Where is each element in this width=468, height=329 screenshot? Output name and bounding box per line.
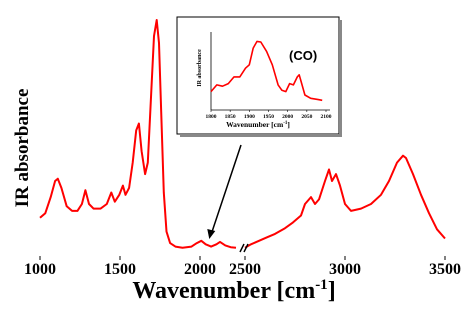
annotation-arrow (207, 144, 242, 239)
inset-plot: IR absorbance Wavenumber [cm-1] (CO) 180… (176, 16, 342, 137)
inset-x-tick-label: 2050 (301, 114, 312, 120)
inset-x-axis-title-superscript: -1 (283, 121, 288, 126)
inset-x-tick-label: 2100 (321, 114, 332, 120)
x-tick-label: 3000 (329, 261, 361, 278)
x-axis-title-close: ] (328, 278, 336, 304)
spectrum-line-segment-1 (39, 19, 237, 249)
inset-x-tick-label: 2000 (282, 114, 293, 120)
x-axis-title: Wavenumber [cm-1] (132, 277, 335, 304)
inset-shadow (339, 20, 342, 137)
inset-frame (176, 16, 340, 135)
x-axis-title-superscript: -1 (315, 277, 328, 293)
inset-x-axis-title-close: ] (287, 120, 290, 129)
inset-x-tick-label: 1850 (225, 114, 236, 120)
x-tick-label: 2500 (229, 261, 261, 278)
x-tick-label: 2000 (184, 261, 216, 278)
main-plot-area: 1000 1500 2000 2500 3000 3500 (24, 19, 461, 278)
spectrum-line-segment-2 (244, 154, 446, 249)
y-axis-title: IR absorbance (12, 89, 33, 208)
inset-shadow-bottom (180, 134, 342, 137)
inset-x-tick-label: 1800 (206, 114, 217, 120)
inset-co-annotation: (CO) (289, 48, 317, 63)
arrow-head (207, 229, 216, 239)
inset-x-tick-label: 1900 (244, 114, 255, 120)
axis-break-mark (239, 243, 245, 253)
x-tick-label: 1500 (104, 261, 136, 278)
inset-x-axis-title-main: Wavenumber [cm (226, 120, 284, 129)
x-tick-label: 3500 (429, 261, 461, 278)
inset-y-axis-title: IR absorbance (197, 49, 203, 87)
x-axis-title-main: Wavenumber [cm (132, 278, 315, 304)
axis-break-mark (243, 243, 249, 253)
arrow-shaft (211, 144, 242, 232)
inset-x-axis-title: Wavenumber [cm-1] (226, 120, 290, 129)
x-tick-label: 1000 (24, 261, 56, 278)
inset-spectrum-line (210, 40, 323, 102)
inset-x-tick-label: 1950 (263, 114, 274, 120)
inset-plot-area: 1800 1850 1900 1950 2000 2050 2100 (206, 32, 332, 120)
